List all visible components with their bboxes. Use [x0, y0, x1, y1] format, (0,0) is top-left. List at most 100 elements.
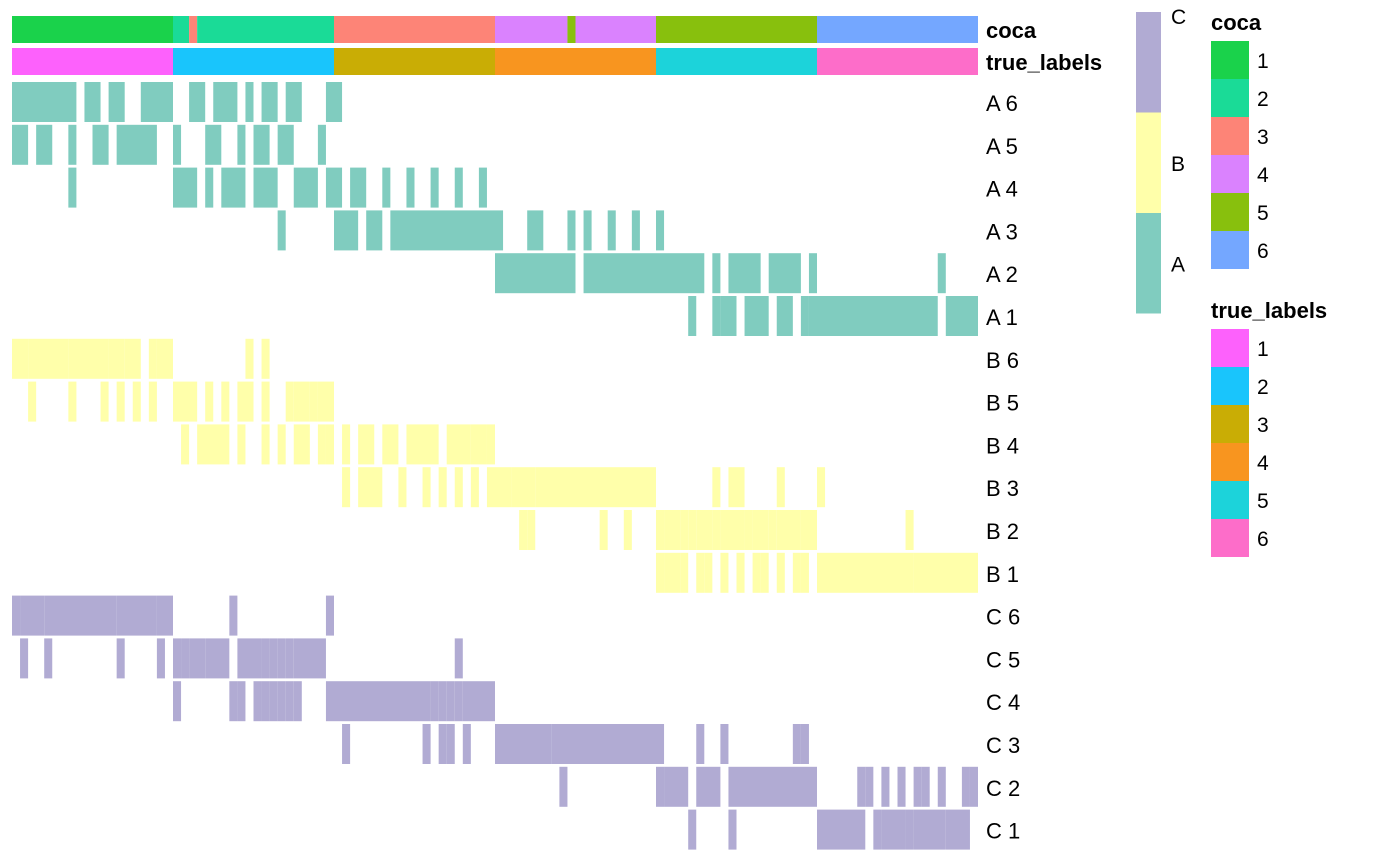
- heatmap-cell: [293, 167, 318, 208]
- heatmap-cell: [680, 552, 689, 593]
- legend-coca: coca 1 2 3 4 5 6: [1211, 10, 1269, 269]
- heatmap-cell: [261, 681, 270, 722]
- heatmap-cell: [261, 82, 278, 122]
- heatmap-row: [656, 552, 978, 593]
- heatmap-cell: [478, 167, 487, 208]
- heatmap-cell: [20, 595, 45, 636]
- annotation-cell: [495, 16, 568, 43]
- heatmap-cell: [688, 809, 697, 850]
- heatmap-cell: [100, 381, 109, 422]
- heatmap-cell: [937, 253, 946, 294]
- heatmap-row: [342, 724, 809, 764]
- heatmap-cell: [446, 424, 471, 465]
- heatmap-cell: [221, 381, 230, 422]
- heatmap-cell: [728, 809, 737, 850]
- heatmap-cell: [495, 253, 576, 294]
- heatmap-row: [181, 424, 495, 465]
- row-label: C 3: [986, 733, 1020, 758]
- heatmap-cell: [454, 638, 463, 679]
- heatmap-cell: [511, 467, 536, 508]
- heatmap-cell: [792, 552, 801, 593]
- heatmap-cell: [800, 510, 817, 550]
- heatmap-cell: [527, 210, 544, 251]
- legend-title: true_labels: [1211, 298, 1327, 323]
- heatmap-cell: [12, 595, 21, 636]
- heatmap-cell: [905, 809, 914, 850]
- heatmap-cell: [744, 296, 769, 336]
- heatmap-cell: [173, 124, 182, 165]
- annotation-cell: [189, 16, 198, 43]
- heatmap-cell: [881, 766, 890, 807]
- legend-label: 5: [1257, 202, 1269, 225]
- heatmap-cell: [406, 424, 439, 465]
- heatmap-cell: [495, 724, 552, 764]
- heatmap-cell: [913, 766, 922, 807]
- heatmap-cell: [140, 82, 173, 122]
- heatmap-cell: [752, 552, 761, 593]
- heatmap-cell: [438, 467, 447, 508]
- group-legend-swatch: [1136, 213, 1161, 314]
- row-labels: A 6 A 5 A 4 A 3 A 2 A 1 B 6 B 5 B 4 B 3 B 2 B 1 C 6 C…: [986, 91, 1020, 844]
- heatmap-cell: [173, 167, 198, 208]
- heatmap-cell: [656, 552, 665, 593]
- legend-label: 2: [1257, 376, 1269, 399]
- heatmap-cell: [285, 638, 294, 679]
- annotation-title-true-labels: true_labels: [986, 50, 1102, 75]
- group-legend-swatch: [1136, 12, 1161, 113]
- heatmap-cell: [173, 381, 198, 422]
- heatmap-cell: [261, 638, 270, 679]
- heatmap-cell: [293, 681, 302, 722]
- heatmap-cell: [366, 210, 383, 251]
- heatmap-cell: [20, 638, 29, 679]
- row-label: B 3: [986, 476, 1019, 501]
- annotation-cell: [817, 16, 978, 43]
- heatmap-cell: [913, 809, 946, 850]
- legend-swatch: [1211, 443, 1249, 481]
- heatmap-cell: [325, 595, 334, 636]
- heatmap-cell: [800, 724, 809, 764]
- heatmap-cell: [937, 766, 946, 807]
- heatmap-cell: [156, 638, 165, 679]
- annotation-cell: [197, 16, 334, 43]
- heatmap-cell: [277, 210, 286, 251]
- heatmap-cell: [817, 296, 938, 336]
- heatmap-cell: [736, 552, 745, 593]
- heatmap-cell: [245, 82, 254, 122]
- heatmap-cell: [350, 167, 367, 208]
- heatmap-cell: [430, 681, 439, 722]
- heatmap-cell: [897, 809, 906, 850]
- heatmap-cell: [583, 253, 705, 294]
- heatmap-cell: [961, 766, 970, 807]
- row-label: B 2: [986, 519, 1019, 544]
- heatmap-cell: [173, 638, 182, 679]
- heatmap-cell: [422, 467, 431, 508]
- heatmap-cell: [656, 510, 665, 550]
- legend-true-labels: true_labels 1 2 3 4 5 6: [1211, 298, 1327, 557]
- heatmap-cell: [768, 253, 801, 294]
- row-label: A 5: [986, 134, 1018, 159]
- heatmap-cell: [253, 681, 262, 722]
- heatmap-cell: [261, 424, 270, 465]
- heatmap-cell: [430, 167, 439, 208]
- heatmap-cell: [720, 552, 729, 593]
- heatmap-cell: [945, 296, 978, 336]
- heatmap-cell: [792, 724, 801, 764]
- row-label: C 4: [986, 690, 1020, 715]
- legend-label: 3: [1257, 126, 1269, 149]
- heatmap-cell: [817, 552, 914, 593]
- heatmap-row: [688, 296, 978, 336]
- legend-swatch: [1211, 79, 1249, 117]
- row-label: C 1: [986, 819, 1020, 844]
- heatmap-cell: [704, 552, 713, 593]
- heatmap-cell: [189, 82, 206, 122]
- heatmap-cell: [253, 167, 278, 208]
- row-label: B 4: [986, 433, 1019, 458]
- heatmap-cell: [237, 124, 246, 165]
- legend-swatch: [1211, 329, 1249, 367]
- heatmap-cell: [656, 724, 665, 764]
- heatmap-cell: [205, 381, 214, 422]
- legend-label: 1: [1257, 50, 1269, 73]
- heatmap-cell: [132, 381, 141, 422]
- annotation-tracks: coca true_labels: [12, 16, 1102, 75]
- heatmap-cell: [696, 510, 713, 550]
